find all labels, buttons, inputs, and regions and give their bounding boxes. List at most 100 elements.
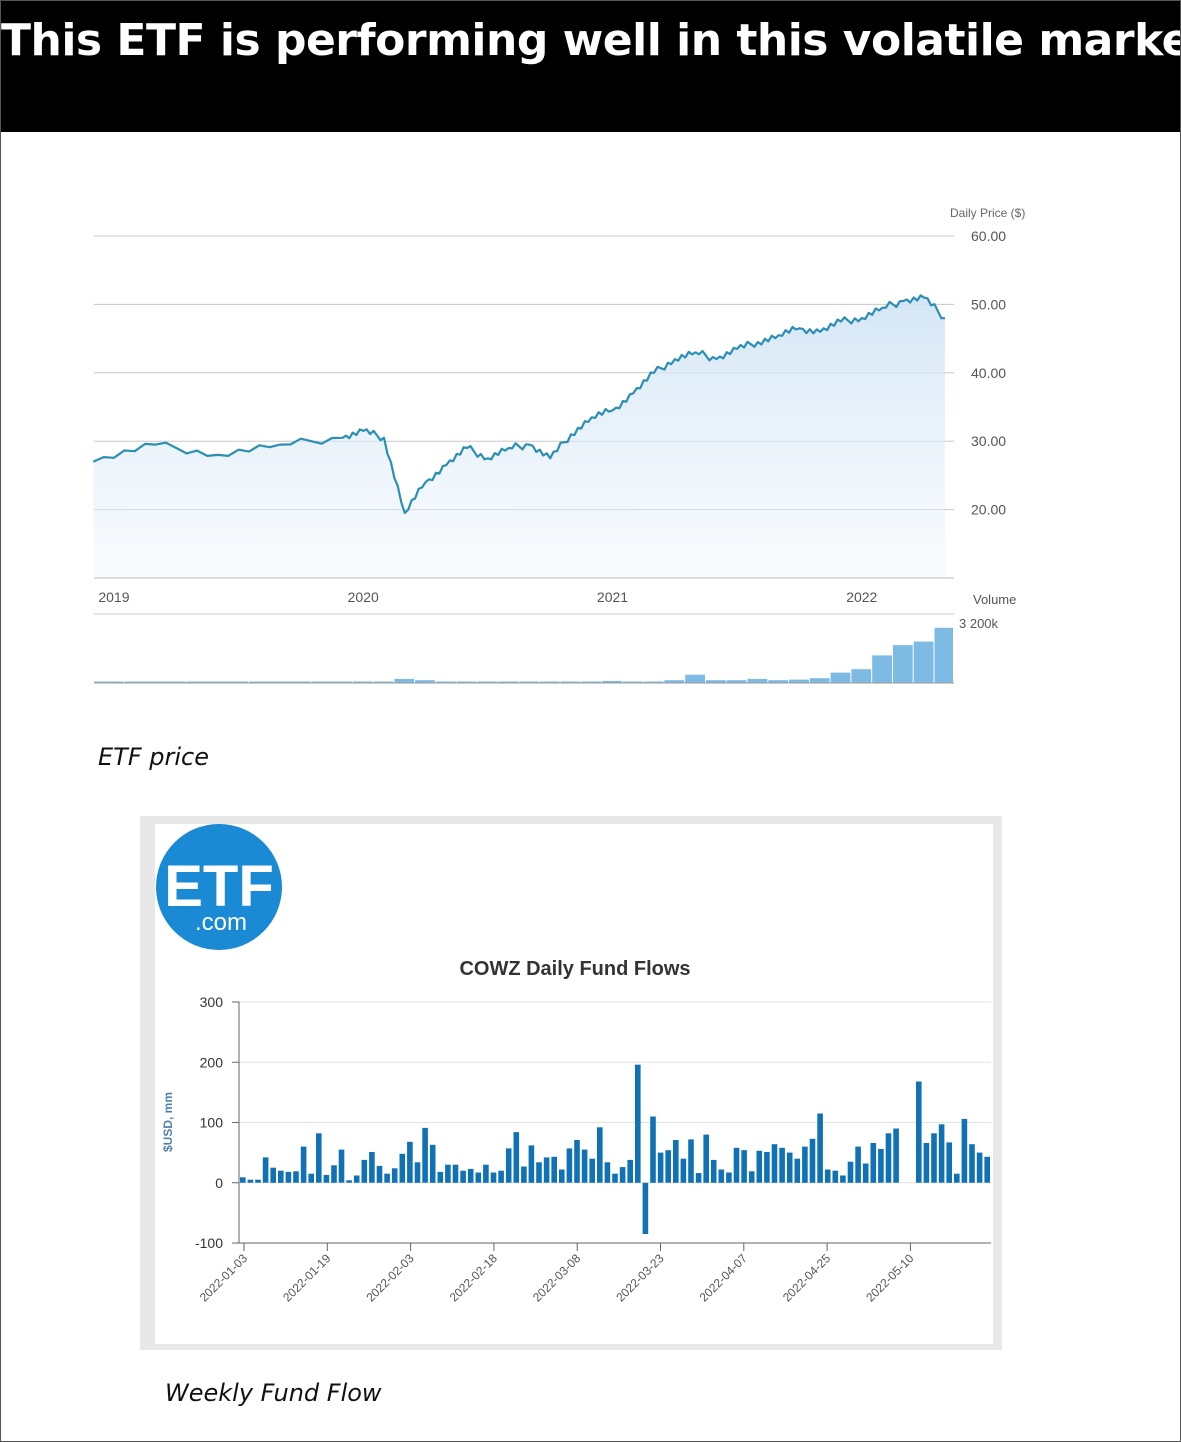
flow-bar [665,1150,671,1183]
flow-bar [300,1146,307,1183]
flow-bar [285,1171,292,1183]
caption-etf-price: ETF price [98,743,209,771]
flow-bar [467,1168,474,1183]
flow-bar [262,1157,269,1183]
flow-bar [422,1127,428,1183]
flow-bar [931,1133,937,1183]
flow-bar [703,1134,709,1183]
flow-bar [954,1173,960,1183]
flow-bar [786,1152,793,1183]
flow-bar [726,1172,732,1183]
volume-tick-label: 3 200k [959,616,999,631]
flow-bar [832,1170,839,1183]
flow-bar [391,1168,398,1183]
volume-bar [726,680,747,683]
volume-bar [435,681,456,683]
flow-bar [923,1143,930,1183]
flow-bar [270,1167,276,1183]
flow-bar [414,1162,421,1183]
flow-x-tick-label: 2022-04-25 [780,1251,834,1305]
volume-bar [124,681,186,683]
flow-bar [293,1171,299,1183]
flow-bar [969,1144,975,1183]
price-y-tick-label: 60.00 [971,228,1006,244]
flow-bar [513,1132,520,1183]
fund-flow-chart: COWZ Daily Fund Flows $USD, mm 300 200 100 0 -… [161,958,991,1305]
flow-y-tick-label: 200 [200,1054,224,1070]
flow-bar [483,1164,489,1183]
volume-bar [830,672,851,683]
price-x-tick-label: 2021 [597,589,628,605]
volume-bar [498,681,518,683]
volume-bar [373,681,394,683]
volume-bar [186,681,248,683]
flow-bar [710,1159,717,1183]
volume-bar [685,674,705,683]
flow-bar [673,1140,679,1183]
price-x-tick-label: 2019 [98,589,129,605]
flow-bar [528,1145,535,1183]
volume-bar [602,680,622,683]
flow-bar [817,1113,823,1183]
flow-bar [627,1159,633,1183]
volume-bar [664,680,685,683]
flow-bar [559,1169,565,1183]
flow-bar [855,1146,861,1183]
volume-bar [747,678,768,683]
flow-bar [543,1157,550,1183]
flow-bar [574,1140,580,1183]
flow-bar [847,1161,854,1183]
volume-bar [560,681,581,683]
flow-bar [369,1152,375,1183]
flow-bar [650,1116,656,1183]
flow-bar [802,1146,808,1183]
logo-circle [156,824,282,950]
volume-bar [394,678,415,683]
flow-chart-title: COWZ Daily Fund Flows [459,958,690,980]
flow-bar [764,1152,770,1183]
logo-sub-text: .com [195,909,247,936]
price-x-tick-label: 2022 [846,589,877,605]
logo-main-text: ETF [164,854,274,919]
flow-bar [247,1179,254,1183]
fund-flow-panel-inner [155,824,993,1344]
flow-y-tick-label: 0 [215,1175,223,1191]
flow-bar [619,1167,626,1183]
flow-bar [695,1173,702,1183]
flow-bar [240,1177,246,1183]
volume-bar [415,680,435,683]
flow-bar [331,1165,337,1183]
flow-x-tick-label: 2022-02-18 [447,1251,501,1305]
volume-bar [539,681,560,683]
price-y-tick-label: 20.00 [971,502,1006,518]
volume-bar [789,679,809,684]
price-y-tick-label: 50.00 [971,296,1006,312]
flow-bar [323,1174,330,1183]
price-chart: Daily Price ($) 60.00 50.00 40.00 30.00 20.00… [92,206,1025,684]
volume-bar [768,680,789,683]
flow-bar [399,1153,406,1183]
flow-bar [840,1175,846,1183]
volume-bar [643,681,664,683]
flow-bar [566,1148,573,1183]
flow-bar [984,1156,990,1183]
flow-bar [688,1139,694,1183]
flow-bar [612,1173,618,1183]
price-axis-title: Daily Price ($) [950,206,1025,220]
flow-bar [505,1148,512,1183]
volume-bar [934,627,953,683]
flow-bar [794,1158,801,1183]
volume-bar [477,681,498,683]
flow-bar [589,1158,595,1183]
flow-x-tick-label: 2022-04-07 [697,1251,751,1305]
flow-bar [361,1159,368,1183]
flow-bar [946,1142,952,1183]
flow-y-tick-label: -100 [195,1235,223,1251]
volume-bar [94,681,124,683]
flow-x-tick-label: 2022-01-19 [280,1251,334,1305]
flow-bar [597,1127,603,1183]
flow-bar [308,1173,314,1183]
flow-bar [961,1118,968,1183]
flow-bar [551,1156,557,1183]
volume-bar [622,681,643,683]
